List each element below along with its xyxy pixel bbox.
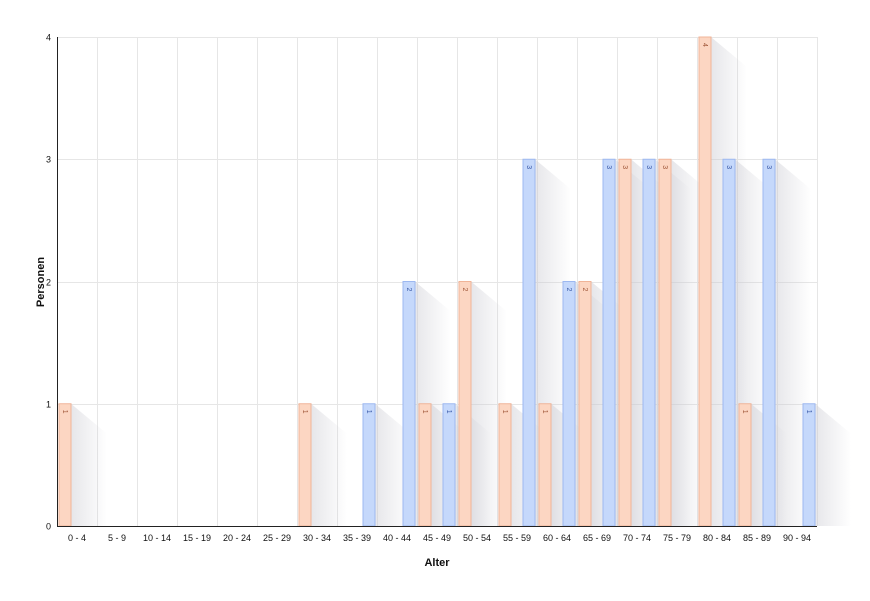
bar — [298, 403, 312, 527]
y-axis-label: Personen — [35, 257, 47, 307]
bar — [578, 281, 592, 527]
bar-value-label: 4 — [701, 43, 708, 47]
bar-value-label: 2 — [565, 288, 572, 292]
tick-labels: 0 1 2 3 4 0 - 4 5 - 9 10 - 14 15 - 19 20 - 24 25 -… — [46, 33, 811, 544]
bar — [618, 158, 632, 527]
bar — [362, 403, 376, 527]
x-tick-label: 40 - 44 — [383, 533, 411, 543]
bar-value-label: 3 — [661, 165, 668, 169]
x-tick-label: 75 - 79 — [663, 533, 691, 543]
bar-shadow — [311, 403, 347, 526]
bar — [402, 281, 416, 527]
x-tick-label: 45 - 49 — [423, 533, 451, 543]
bar — [562, 281, 576, 527]
bar-shadow — [471, 281, 507, 526]
bar-shadow — [815, 403, 851, 526]
x-tick-label: 50 - 54 — [463, 533, 491, 543]
bar — [738, 403, 752, 527]
bar-shadow — [375, 403, 411, 526]
axes — [57, 37, 817, 527]
x-tick-label: 35 - 39 — [343, 533, 371, 543]
bar-value-label: 1 — [741, 410, 748, 414]
bar-value-label: 3 — [621, 165, 628, 169]
bar-value-label: 3 — [525, 165, 532, 169]
bar — [442, 403, 456, 527]
bar — [602, 158, 616, 527]
bar — [762, 158, 776, 527]
bar-value-label: 1 — [421, 410, 428, 414]
bar-shadow — [671, 159, 707, 526]
x-axis-label: Alter — [424, 557, 450, 569]
x-tick-label: 0 - 4 — [68, 533, 86, 543]
bar-value-label: 2 — [581, 288, 588, 292]
bar-value-label: 3 — [605, 165, 612, 169]
bar — [698, 36, 712, 527]
y-tick-label: 2 — [46, 278, 51, 288]
bars: 1 2 1 3 2 3 3 3 3 1 1 1 1 2 1 1 2 3 3 4 1 — [58, 36, 816, 527]
y-tick-label: 0 — [46, 522, 51, 532]
bar — [722, 158, 736, 527]
x-tick-label: 10 - 14 — [143, 533, 171, 543]
x-tick-label: 30 - 34 — [303, 533, 331, 543]
bar — [642, 158, 656, 527]
bar — [538, 403, 552, 527]
x-tick-label: 65 - 69 — [583, 533, 611, 543]
bar-value-label: 1 — [365, 410, 372, 414]
x-tick-label: 60 - 64 — [543, 533, 571, 543]
bar-value-label: 1 — [445, 410, 452, 414]
x-tick-label: 5 - 9 — [108, 533, 126, 543]
bar — [802, 403, 816, 527]
bar-value-label: 2 — [461, 288, 468, 292]
bar-value-label: 1 — [301, 410, 308, 414]
x-tick-label: 25 - 29 — [263, 533, 291, 543]
x-tick-label: 20 - 24 — [223, 533, 251, 543]
bar-value-label: 1 — [805, 410, 812, 414]
y-tick-label: 1 — [46, 400, 51, 410]
bar-value-label: 3 — [765, 165, 772, 169]
x-tick-label: 55 - 59 — [503, 533, 531, 543]
bar-shadow — [71, 403, 107, 526]
bar — [58, 403, 72, 527]
x-tick-label: 70 - 74 — [623, 533, 651, 543]
x-tick-label: 15 - 19 — [183, 533, 211, 543]
x-tick-label: 80 - 84 — [703, 533, 731, 543]
x-tick-label: 90 - 94 — [783, 533, 811, 543]
bar-value-label: 2 — [405, 288, 412, 292]
y-tick-label: 3 — [46, 155, 51, 165]
bar-value-label: 1 — [61, 410, 68, 414]
bar-value-label: 3 — [725, 165, 732, 169]
bar-value-label: 3 — [645, 165, 652, 169]
bar — [658, 158, 672, 527]
bar — [418, 403, 432, 527]
bar — [522, 158, 536, 527]
x-tick-label: 85 - 89 — [743, 533, 771, 543]
y-tick-label: 4 — [46, 33, 51, 43]
bar — [458, 281, 472, 527]
bar-value-label: 1 — [541, 410, 548, 414]
bar-value-label: 1 — [501, 410, 508, 414]
bar — [498, 403, 512, 527]
